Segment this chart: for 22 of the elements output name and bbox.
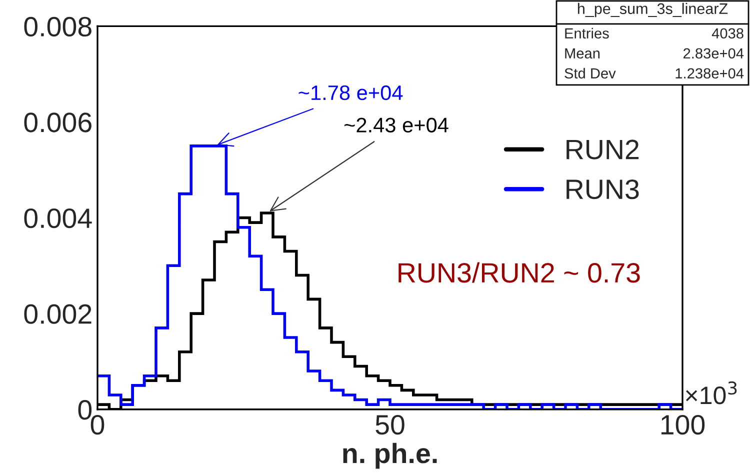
y-tick-label: 0 [78,400,92,420]
y-tick-label: 0.002 [24,304,92,324]
y-tick-label: 0.006 [24,112,92,132]
annotation: RUN3/RUN2 ~ 0.73 [398,262,640,283]
x-tick-label: 50 [376,414,404,435]
text: 2.83e+04 [684,48,744,59]
x-tick-label: 0 [90,414,104,435]
text: 4038 [712,28,744,39]
annotation: ~2.43 e+04 [344,118,448,132]
chart-title: h_pe_sum_3s_linearZ [578,2,728,18]
annotation: 1.238e+04 [676,68,744,79]
y-tick-label: 0.008 [24,16,92,37]
y-tick-label: 0.004 [24,208,92,228]
annotation: Entries [565,28,609,39]
legend-label: RUN3 [566,179,639,200]
legend-label: RUN2 [566,140,639,160]
text: ×10$^{3}$ [686,381,737,404]
x-tick-label: 100 [661,414,705,435]
annotation: ~1.78 e+04 [298,85,403,100]
x-axis-title: n. ph.e. [343,442,437,469]
annotation: Mean [565,48,600,59]
annotation: Std Dev [564,68,616,79]
